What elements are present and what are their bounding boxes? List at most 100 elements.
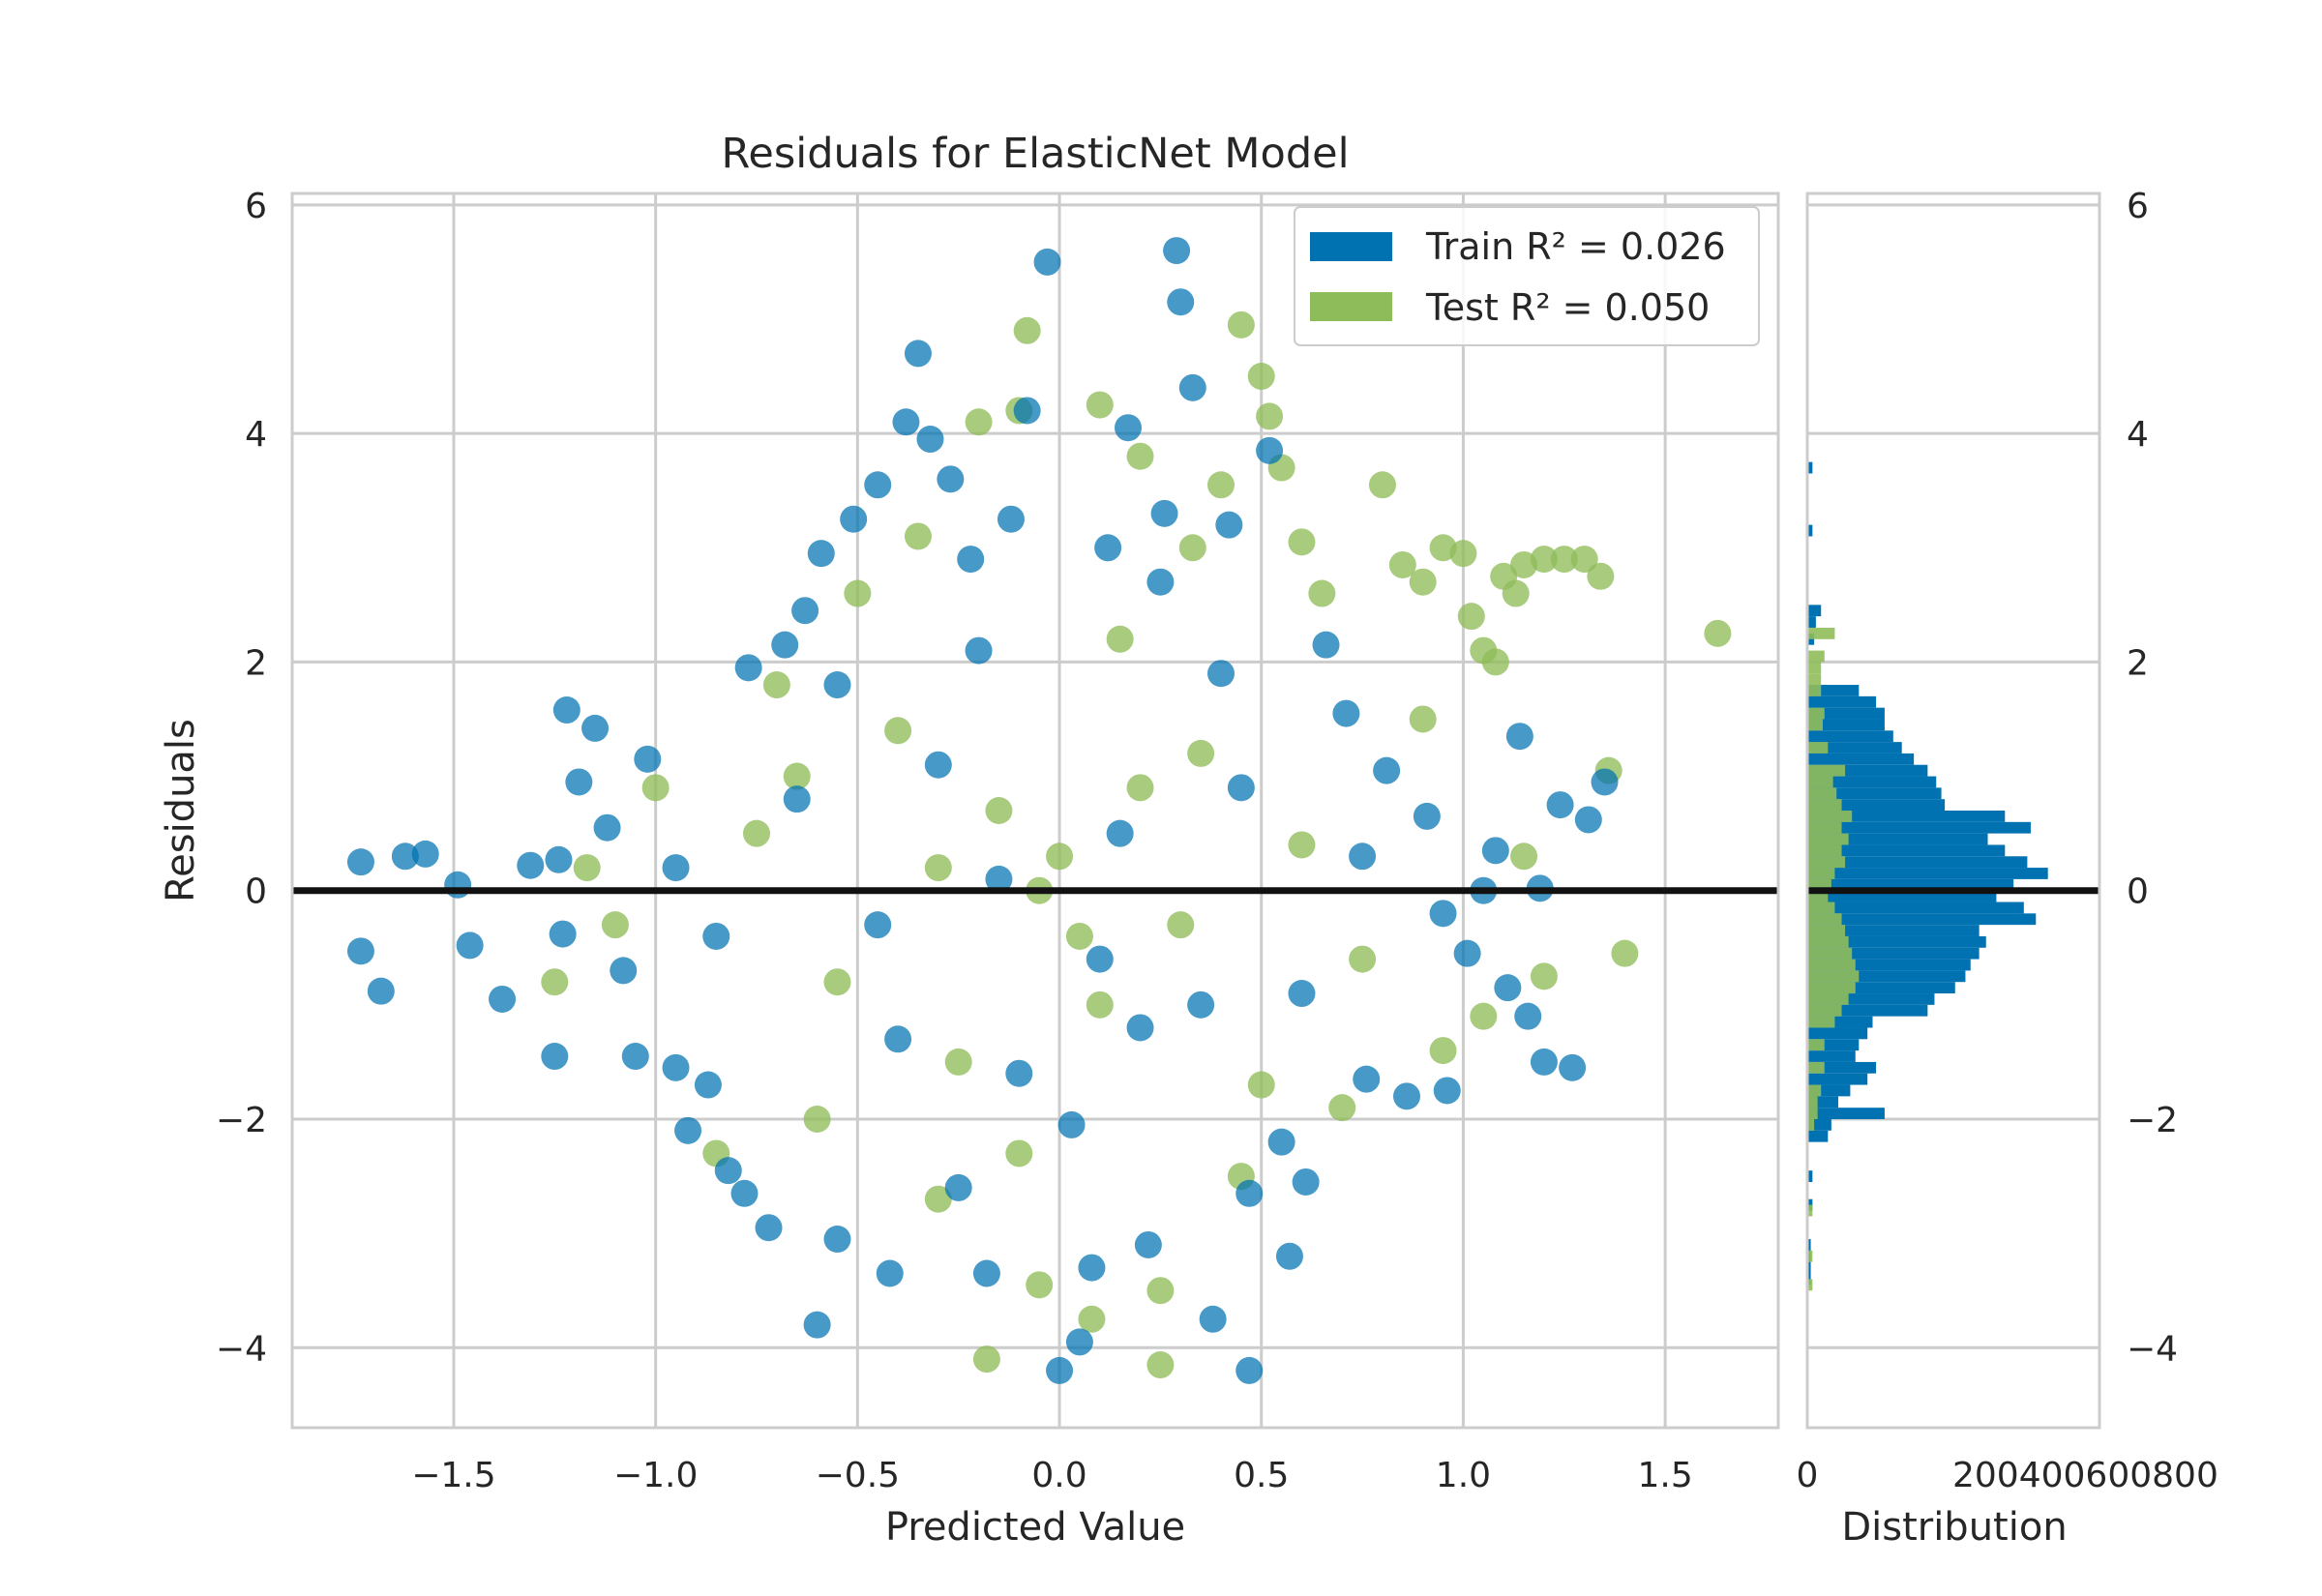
- train-point: [517, 851, 545, 879]
- train-point: [1057, 1110, 1086, 1138]
- distribution-plot: −4 −2 0 2 4 6 0 200400600800 Distribution: [1797, 187, 2218, 1550]
- distribution-train-bar: [1807, 959, 1971, 971]
- train-point: [823, 1226, 851, 1254]
- train-point: [892, 408, 920, 436]
- distribution-test-bar: [1807, 913, 1842, 926]
- test-point: [1502, 579, 1530, 607]
- main-x-ticks: −1.5 −1.0 −0.5 0.0 0.5 1.0 1.5: [411, 1456, 1693, 1495]
- test-point: [1704, 619, 1732, 647]
- train-point: [1574, 806, 1602, 834]
- distribution-test-bar: [1807, 787, 1837, 800]
- train-point: [346, 937, 374, 965]
- test-point: [1349, 945, 1377, 973]
- train-point: [634, 745, 662, 773]
- distribution-train-bar: [1807, 844, 2006, 857]
- test-point: [541, 968, 569, 996]
- train-point: [904, 340, 932, 368]
- distribution-train-bar: [1807, 1004, 1928, 1017]
- train-point: [1199, 1305, 1227, 1333]
- train-point: [734, 654, 762, 682]
- train-point: [840, 505, 868, 533]
- distribution-train-bar: [1807, 719, 1885, 731]
- test-point: [1550, 546, 1578, 574]
- distribution-train-bar: [1807, 730, 1893, 743]
- train-point: [864, 911, 892, 939]
- test-point: [803, 1106, 831, 1133]
- train-point: [985, 865, 1013, 893]
- train-point: [1005, 1059, 1033, 1087]
- train-point: [621, 1043, 649, 1071]
- legend-train-label: Train R² = 0.026: [1425, 225, 1726, 268]
- distribution-train-bar: [1807, 925, 1980, 936]
- test-point: [1247, 363, 1275, 391]
- distribution-test-bar: [1807, 719, 1823, 731]
- train-point: [944, 1173, 972, 1201]
- distribution-test-bar: [1807, 947, 1853, 960]
- distribution-train-bar: [1807, 1119, 1831, 1131]
- distribution-test-bar: [1807, 662, 1822, 674]
- distribution-train-bar: [1807, 1170, 1813, 1182]
- train-point: [1178, 373, 1206, 401]
- distribution-train-bar: [1807, 856, 2028, 869]
- test-point: [573, 854, 601, 882]
- train-point: [1546, 791, 1574, 819]
- train-point: [1349, 842, 1377, 871]
- test-point: [1388, 550, 1416, 578]
- test-point: [1256, 402, 1284, 430]
- distribution-train-bar: [1807, 1027, 1868, 1040]
- train-point: [803, 1311, 831, 1339]
- test-point: [1086, 391, 1114, 419]
- test-point: [783, 762, 811, 790]
- distribution-test-bar: [1807, 1119, 1815, 1131]
- train-point: [545, 845, 573, 873]
- distribution-train-bar: [1807, 799, 1946, 811]
- test-point: [1288, 528, 1316, 556]
- train-point: [755, 1214, 783, 1242]
- train-point: [1163, 237, 1191, 265]
- distribution-train-bar: [1807, 878, 2014, 891]
- train-point: [581, 714, 610, 742]
- train-point: [1078, 1254, 1106, 1282]
- train-point: [444, 871, 472, 899]
- test-point: [972, 1345, 1000, 1374]
- distribution-train-bar: [1807, 811, 2006, 822]
- distribution-test-bar: [1807, 707, 1825, 720]
- test-point: [762, 671, 790, 699]
- distribution-train-bar: [1807, 707, 1885, 720]
- test-point: [965, 408, 993, 436]
- test-point: [1409, 705, 1437, 733]
- train-point: [541, 1043, 569, 1071]
- distribution-test-bar: [1807, 1279, 1813, 1291]
- train-point: [783, 785, 811, 813]
- test-point: [1126, 442, 1154, 470]
- distribution-test-bar: [1807, 844, 1842, 857]
- train-point: [1353, 1065, 1381, 1093]
- distribution-x-axis-title: Distribution: [1841, 1505, 2067, 1550]
- test-points: [541, 310, 1732, 1379]
- train-point: [864, 471, 892, 499]
- train-point: [1429, 900, 1457, 928]
- distribution-train-bar: [1807, 461, 1813, 474]
- train-point: [1146, 568, 1175, 596]
- train-point: [391, 842, 419, 871]
- distribution-y-tick-label: 6: [2127, 187, 2149, 226]
- distribution-train-bar: [1807, 685, 1860, 696]
- distribution-train-bars: [1807, 461, 2048, 1286]
- distribution-test-bar: [1807, 1004, 1842, 1017]
- test-point: [1409, 568, 1437, 596]
- distribution-test-bar: [1807, 993, 1849, 1005]
- train-point: [884, 1025, 912, 1053]
- train-point: [937, 465, 965, 493]
- train-point: [565, 768, 593, 796]
- distribution-y-tick-label: 2: [2127, 643, 2149, 683]
- x-tick-label: −0.5: [816, 1456, 900, 1495]
- test-point: [1126, 774, 1154, 802]
- train-point: [1094, 534, 1122, 562]
- distribution-test-bar: [1807, 821, 1842, 834]
- test-point: [1005, 1139, 1033, 1167]
- train-point: [1013, 397, 1041, 425]
- distribution-train-bar: [1807, 1061, 1877, 1074]
- train-point: [1167, 288, 1195, 316]
- train-point: [1494, 974, 1522, 1002]
- legend-test-swatch: [1310, 292, 1392, 321]
